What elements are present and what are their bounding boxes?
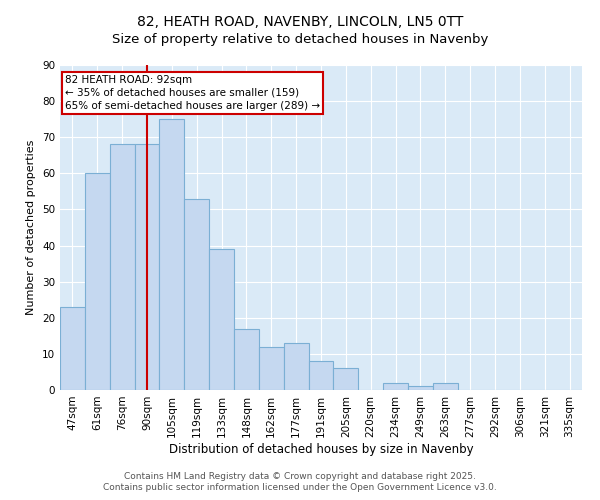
- Text: 82 HEATH ROAD: 92sqm
← 35% of detached houses are smaller (159)
65% of semi-deta: 82 HEATH ROAD: 92sqm ← 35% of detached h…: [65, 74, 320, 111]
- X-axis label: Distribution of detached houses by size in Navenby: Distribution of detached houses by size …: [169, 442, 473, 456]
- Bar: [60, 307, 85, 390]
- Bar: [408, 386, 433, 390]
- Bar: [383, 383, 408, 390]
- Text: 82, HEATH ROAD, NAVENBY, LINCOLN, LN5 0TT: 82, HEATH ROAD, NAVENBY, LINCOLN, LN5 0T…: [137, 15, 463, 29]
- Bar: [433, 383, 458, 390]
- Bar: [184, 198, 209, 390]
- Bar: [259, 346, 284, 390]
- Bar: [284, 343, 308, 390]
- Bar: [209, 249, 234, 390]
- Bar: [134, 144, 160, 390]
- Text: Contains HM Land Registry data © Crown copyright and database right 2025.
Contai: Contains HM Land Registry data © Crown c…: [103, 472, 497, 492]
- Bar: [110, 144, 134, 390]
- Bar: [234, 328, 259, 390]
- Bar: [334, 368, 358, 390]
- Text: Size of property relative to detached houses in Navenby: Size of property relative to detached ho…: [112, 32, 488, 46]
- Y-axis label: Number of detached properties: Number of detached properties: [26, 140, 37, 315]
- Bar: [85, 174, 110, 390]
- Bar: [160, 119, 184, 390]
- Bar: [308, 361, 334, 390]
